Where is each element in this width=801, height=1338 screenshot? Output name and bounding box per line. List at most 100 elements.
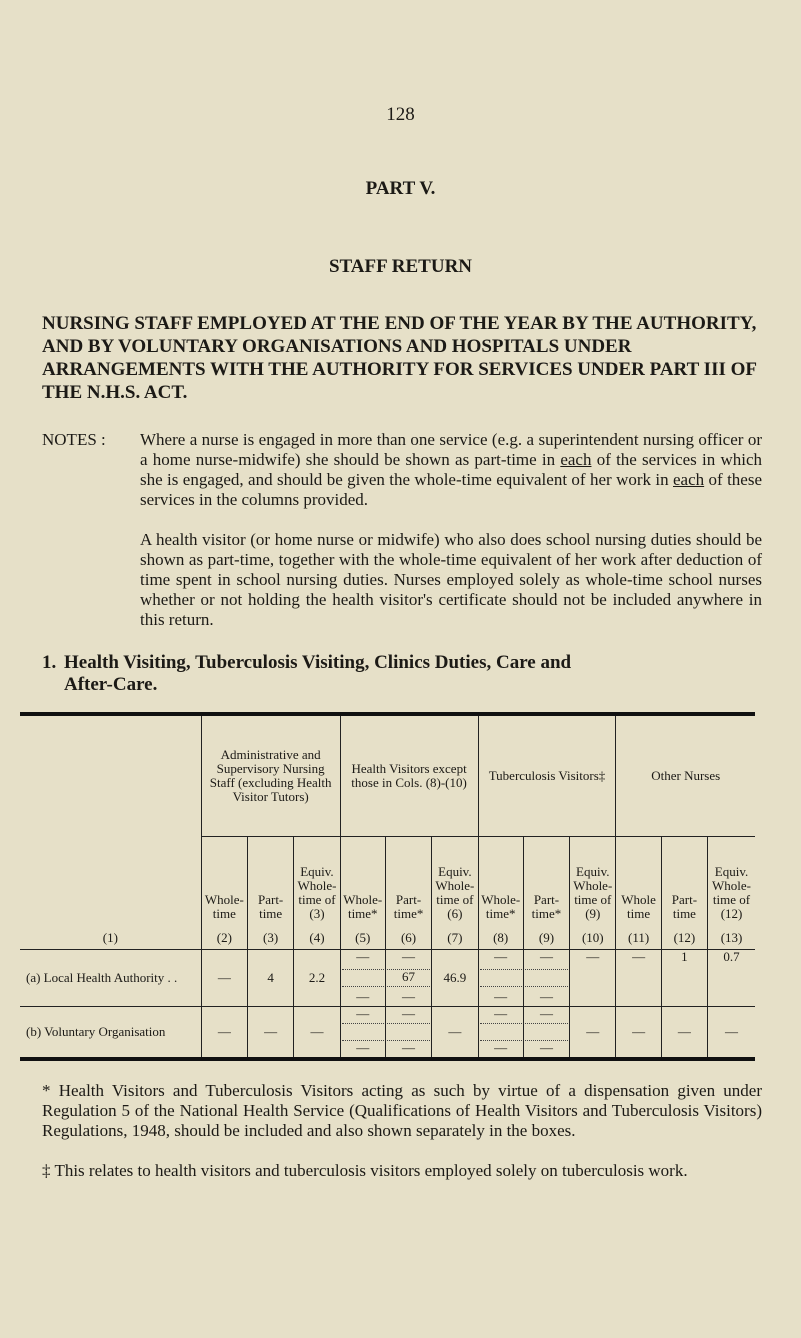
cell-bottom: —: [402, 1040, 416, 1055]
cell-bottom: —: [402, 989, 416, 1004]
cell-top: —: [356, 1006, 370, 1021]
cell-col-12: 1: [660, 949, 709, 1007]
cell-bottom: —: [356, 989, 370, 1004]
cell-top: —: [494, 1006, 508, 1021]
notes-label: NOTES :: [42, 430, 106, 449]
dispensation-box: — 67 —: [386, 949, 431, 1006]
col-label: Part-time: [671, 892, 698, 921]
col-label: Equiv. Whole-time of (3): [297, 864, 337, 921]
section-heading: 1. Health Visiting, Tuberculosis Visiting…: [42, 652, 762, 696]
text: of the services in which she is engaged,…: [140, 450, 762, 489]
col-header: Part-time* (6): [384, 836, 433, 950]
col-header: Whole-time (2): [200, 836, 248, 950]
col-header: Equiv. Whole-time of (6) (7): [431, 836, 479, 950]
cell-col-10: —: [569, 949, 617, 1007]
cell-col-13: —: [707, 1006, 755, 1060]
text: Where a nurse is engaged in more than on…: [140, 430, 762, 469]
cell-col-5: — —: [339, 949, 386, 1007]
cell-bottom: —: [494, 989, 508, 1004]
col-header: Whole-time* (5): [339, 836, 386, 950]
table-row: (a) Local Health Authority . . —4 2.2— — —67…: [20, 949, 755, 1007]
col-number: (9): [538, 930, 555, 945]
col-number: (7): [447, 930, 463, 945]
emphasis: each: [560, 450, 592, 469]
col-header: Equiv. Whole-time of (12) (13): [707, 836, 755, 950]
notes-paragraph-1: Where a nurse is engaged in more than on…: [140, 430, 762, 510]
emphasis: each: [673, 470, 705, 489]
cell-top: —: [356, 949, 370, 964]
group-header: Tuberculosis Visitors‡: [477, 713, 617, 837]
heading: NURSING STAFF EMPLOYED AT THE END OF THE…: [42, 313, 757, 403]
dispensation-box: — —: [341, 949, 384, 1006]
col-header: Part-time* (9): [522, 836, 571, 950]
col-header: Equiv. Whole-time of (9) (10): [569, 836, 617, 950]
section-title-cont: After-Care.: [64, 674, 158, 695]
col-header: Part-time (12): [660, 836, 709, 950]
cell-mid: 67: [386, 969, 431, 987]
cell-col-7: —: [431, 1006, 479, 1060]
row-label: (a) Local Health Authority . .: [20, 949, 202, 1007]
subtitle: STAFF RETURN: [328, 256, 473, 277]
col-header: Equiv. Whole-time of (3) (4): [293, 836, 341, 950]
col-header: Part-time (3): [246, 836, 295, 950]
document-page: 128 PART V. STAFF RETURN NURSING STAFF E…: [20, 104, 762, 1180]
col-number: (11): [628, 930, 650, 945]
col-number: (3): [263, 930, 279, 945]
cell-col-8: — —: [477, 1006, 524, 1060]
cell-col-12: —: [660, 1006, 709, 1060]
cell-col-10: —: [569, 1006, 617, 1060]
group-header: Other Nurses: [615, 713, 755, 837]
dispensation-box: — —: [341, 1006, 384, 1057]
col-number: (6): [400, 930, 417, 945]
row-label: (b) Voluntary Organisation: [20, 1006, 202, 1060]
cell-col-4: 2.2: [293, 949, 341, 1007]
cell-top: —: [402, 949, 416, 964]
dispensation-box: — —: [524, 949, 569, 1006]
section-number: 1.: [42, 652, 57, 673]
cell-col-2: —: [200, 949, 248, 1007]
table-row: (b) Voluntary Organisation — — — — — — — — — — — — — —…: [20, 1006, 755, 1060]
col-label: Whole-time: [204, 892, 244, 921]
col-number: (4): [309, 930, 325, 945]
col-number: (10): [581, 930, 604, 945]
col-number: (13): [720, 930, 743, 945]
footnote-asterisk: * Health Visitors and Tuberculosis Visit…: [42, 1081, 762, 1140]
cell-top: —: [494, 949, 508, 964]
cell-bottom: —: [494, 1040, 508, 1055]
cell-mid: [524, 969, 569, 987]
footnote-double-dagger: ‡ This relates to health visitors and tu…: [42, 1161, 688, 1180]
cell-mid: [341, 969, 384, 987]
dispensation-box: — —: [479, 1006, 522, 1057]
dispensation-box: — —: [386, 1007, 431, 1057]
col-label: Equiv. Whole-time of (12): [712, 864, 752, 921]
staff-table: (1) Administrative and Supervisory Nursi…: [20, 712, 755, 1061]
col-label: Equiv. Whole-time of (6): [435, 864, 475, 921]
cell-col-13: 0.7: [707, 949, 755, 1007]
cell-mid: [479, 969, 522, 987]
group-header: Health Visitors except those in Cols. (8…: [339, 713, 479, 837]
cell-bottom: —: [539, 1040, 553, 1055]
col-number: (8): [493, 930, 509, 945]
cell-col-9: — —: [522, 1006, 571, 1060]
cell-mid: [524, 1023, 569, 1041]
cell-mid: [341, 1023, 384, 1041]
col-label: Part-time: [257, 892, 284, 921]
cell-col-8: — —: [477, 949, 524, 1007]
cell-top: —: [539, 949, 553, 964]
text: of these services in the columns provide…: [140, 470, 763, 509]
section-title: Health Visiting, Tuberculosis Visiting, …: [64, 652, 572, 673]
col-number: (5): [355, 930, 371, 945]
cell-col-6: — —: [384, 1006, 433, 1060]
page-number: 128: [386, 104, 415, 125]
cell-bottom: —: [356, 1040, 370, 1055]
col-label: Equiv. Whole-time of (9): [573, 864, 613, 921]
cell-bottom: —: [539, 989, 553, 1004]
col-number: (2): [216, 930, 232, 945]
dispensation-box: — —: [479, 949, 522, 1006]
col-header: Whole-time* (8): [477, 836, 524, 950]
cell-col-11: —: [615, 949, 662, 1007]
cell-col-4: —: [293, 1006, 341, 1060]
dispensation-box: — —: [524, 1007, 569, 1057]
cell-col-9: — —: [522, 949, 571, 1007]
col-label: Whole-time*: [481, 892, 521, 921]
